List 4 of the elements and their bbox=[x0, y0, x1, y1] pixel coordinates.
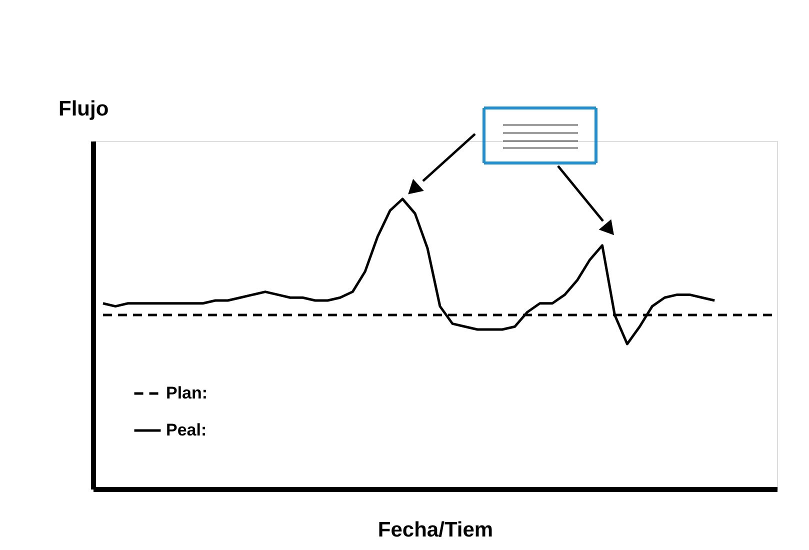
legend-label: Plan: bbox=[166, 384, 208, 402]
x-axis-title: Fecha/Tiem bbox=[378, 518, 494, 542]
y-axis-title: Flujo bbox=[58, 98, 109, 120]
legend-label: Peal: bbox=[166, 420, 207, 440]
